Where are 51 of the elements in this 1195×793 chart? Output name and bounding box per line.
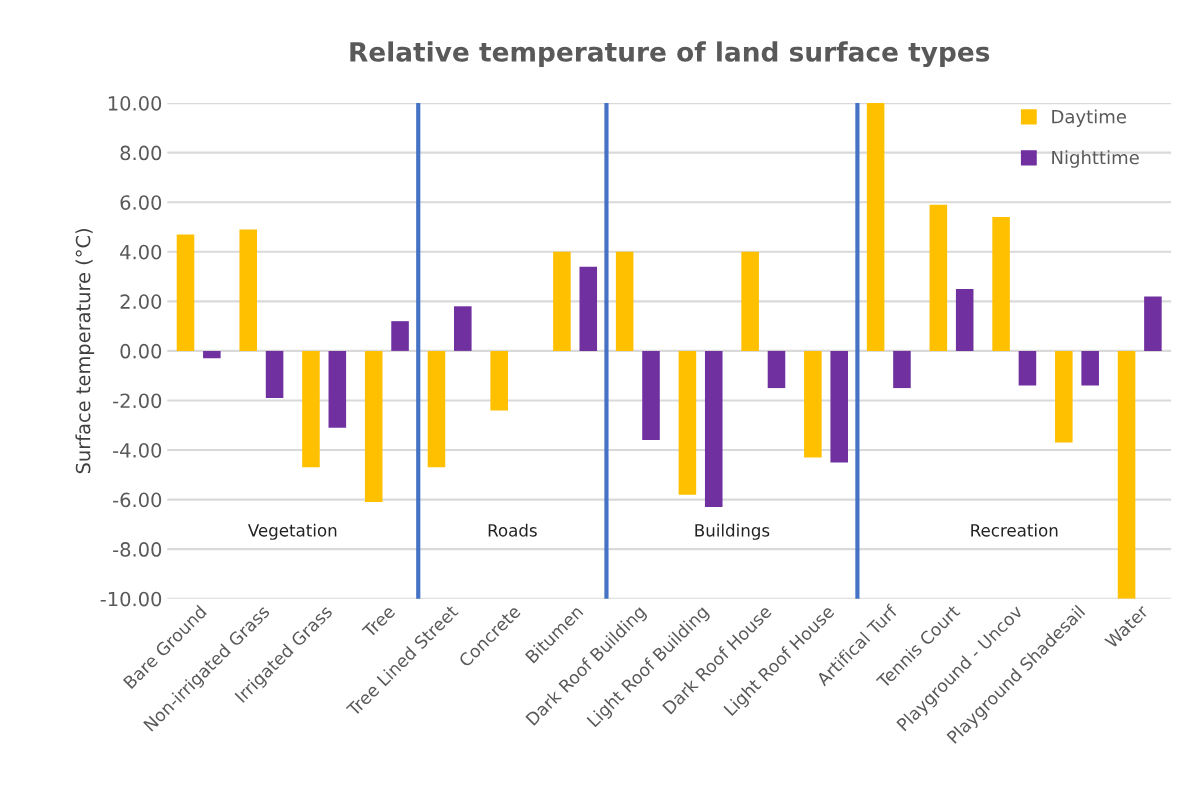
bar <box>678 350 697 495</box>
annotation: Roads <box>488 523 537 537</box>
y-tick-label: -4.00 <box>113 442 162 458</box>
bar <box>992 217 1010 351</box>
bar <box>328 350 347 428</box>
y-tick-label: 0.00 <box>120 343 162 359</box>
bar <box>955 288 974 351</box>
y-tick-label: -6.00 <box>113 492 162 508</box>
y-tick-label: -8.00 <box>113 542 162 557</box>
y-tick-label: 8.00 <box>120 145 162 161</box>
bar <box>579 266 598 351</box>
bar <box>741 251 759 351</box>
bar <box>364 350 383 503</box>
y-tick-label: -2.00 <box>113 393 162 409</box>
bar <box>866 103 885 351</box>
bar <box>302 350 320 468</box>
legend-label: Nighttime <box>1052 150 1139 168</box>
y-tick-label: 10.00 <box>108 96 162 111</box>
bar <box>176 234 195 351</box>
bar <box>391 321 409 351</box>
bar <box>615 251 634 351</box>
bar <box>893 350 911 389</box>
bar <box>767 350 786 389</box>
bar <box>1081 350 1099 386</box>
annotation: Recreation <box>971 523 1058 537</box>
bar <box>265 350 284 398</box>
y-tick-label: 4.00 <box>120 244 162 260</box>
bar <box>1117 350 1136 599</box>
bar <box>553 251 571 351</box>
bar <box>490 350 508 411</box>
bar <box>1055 350 1073 443</box>
chart-title: Relative temperature of land surface types <box>350 41 990 68</box>
bar <box>830 350 848 463</box>
annotation: Buildings <box>695 523 770 540</box>
bar <box>1144 296 1162 351</box>
bar <box>239 229 258 351</box>
y-tick-label: 6.00 <box>120 195 162 210</box>
x-tick-label: Tree <box>361 604 396 639</box>
bar <box>203 350 221 359</box>
bar <box>427 350 446 468</box>
bar <box>704 350 723 508</box>
y-tick-label: 2.00 <box>120 294 162 309</box>
bar <box>804 350 822 458</box>
y-tick-label: -10.00 <box>100 591 162 607</box>
annotation: Vegetation <box>247 523 337 540</box>
legend-label: Daytime <box>1052 109 1126 127</box>
bar <box>1018 350 1037 386</box>
bar <box>642 350 660 441</box>
bar <box>454 306 472 351</box>
y-axis-title: Surface temperature (°C) <box>75 229 95 474</box>
bar <box>929 204 948 351</box>
